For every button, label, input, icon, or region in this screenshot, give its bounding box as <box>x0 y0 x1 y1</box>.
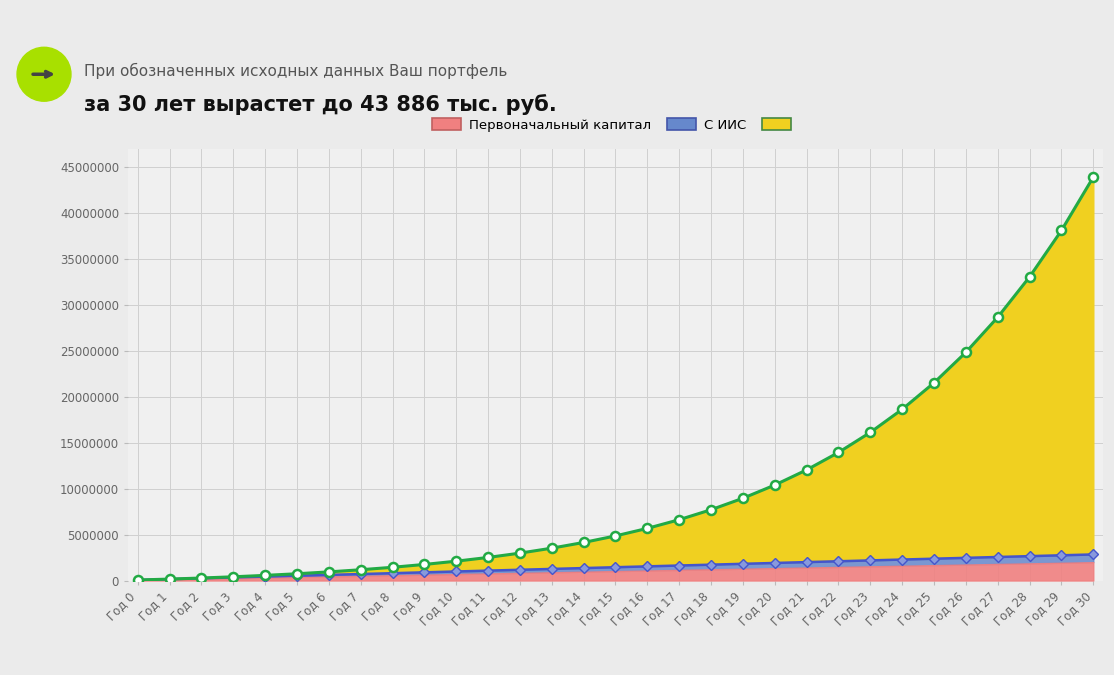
Text: При обозначенных исходных данных Ваш портфель: При обозначенных исходных данных Ваш пор… <box>84 63 507 79</box>
Legend: Первоначальный капитал, С ИИС, : Первоначальный капитал, С ИИС, <box>427 113 804 137</box>
Circle shape <box>17 47 71 101</box>
Text: за 30 лет вырастет до 43 886 тыс. руб.: за 30 лет вырастет до 43 886 тыс. руб. <box>84 94 556 115</box>
